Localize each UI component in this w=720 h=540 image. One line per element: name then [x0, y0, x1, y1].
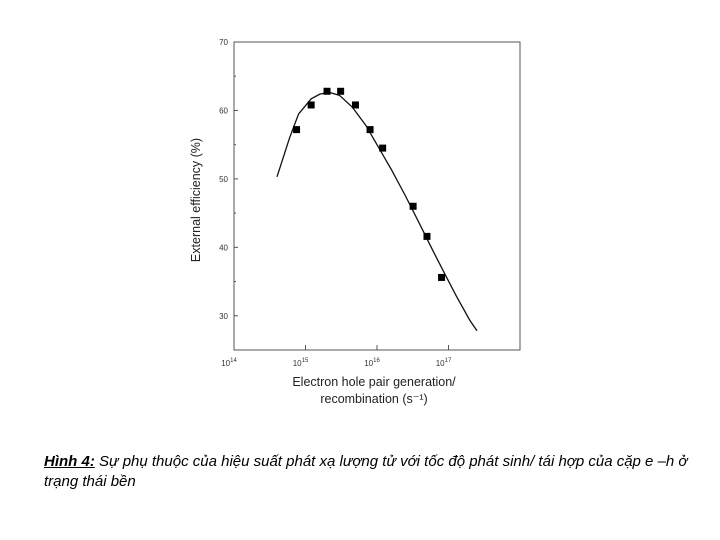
y-tick-label: 60	[219, 106, 228, 115]
y-tick-label: 70	[219, 38, 228, 47]
y-tick-label: 50	[219, 175, 228, 184]
caption-label: Hình 4:	[44, 453, 95, 470]
fit-curve	[276, 91, 478, 332]
data-point	[293, 126, 301, 134]
y-tick-label: 40	[219, 243, 228, 252]
data-point	[323, 87, 331, 95]
plot-frame	[233, 41, 521, 351]
data-point	[438, 273, 446, 281]
data-point	[379, 144, 387, 152]
x-axis-ticks: 1014 1015 1016 1017	[221, 345, 452, 368]
x-tick-label: 1015	[293, 358, 309, 368]
x-tick-label: 1014	[221, 358, 237, 368]
x-tick-label: 1016	[364, 358, 380, 368]
chart: 30 40 50 60 70 1014 1015 1016 1017 External eff…	[189, 38, 521, 406]
plot-border	[233, 41, 521, 351]
x-axis-title-line2: recombination (s⁻¹)	[320, 392, 427, 406]
x-tick-label: 1017	[436, 358, 452, 368]
y-tick-label: 30	[219, 312, 228, 321]
y-axis-ticks: 30 40 50 60 70	[219, 38, 238, 321]
fit-curve-line	[276, 91, 478, 332]
data-point	[337, 87, 345, 95]
data-point	[307, 101, 315, 109]
data-point	[366, 126, 374, 134]
data-points	[293, 87, 446, 281]
y-axis-title: External efficiency (%)	[189, 138, 203, 262]
figure-caption: Hình 4: Sự phụ thuộc của hiệu suất phát …	[44, 452, 704, 492]
x-axis-title-line1: Electron hole pair generation/	[292, 375, 456, 389]
data-point	[351, 101, 359, 109]
data-point	[423, 232, 431, 240]
caption-text: Sự phụ thuộc của hiệu suất phát xạ lượng…	[44, 453, 688, 490]
data-point	[409, 202, 417, 210]
